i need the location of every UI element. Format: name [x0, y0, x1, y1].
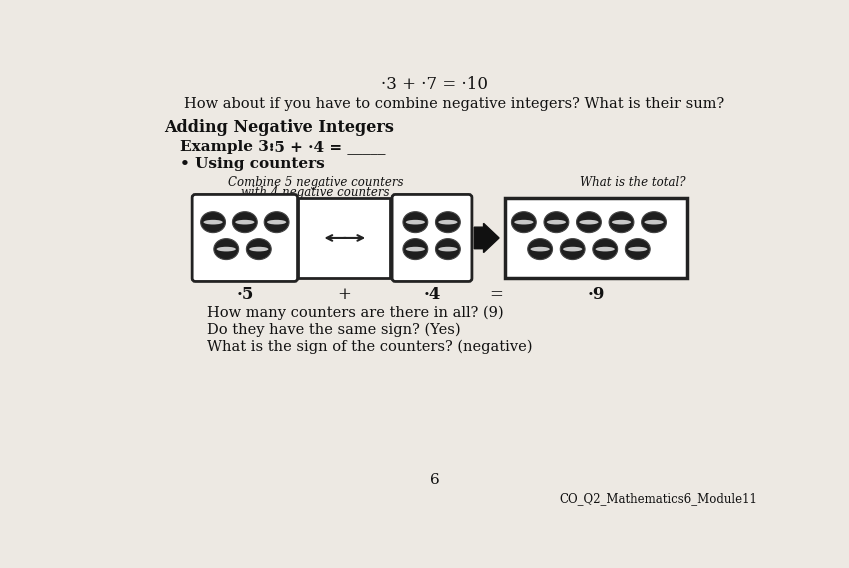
- Bar: [298, 198, 390, 278]
- Ellipse shape: [626, 239, 650, 260]
- Ellipse shape: [403, 212, 428, 233]
- Ellipse shape: [406, 220, 425, 224]
- Text: How many counters are there in all? (9): How many counters are there in all? (9): [207, 306, 503, 320]
- Text: ·4: ·4: [424, 286, 441, 303]
- Text: +: +: [337, 286, 351, 303]
- Ellipse shape: [214, 239, 239, 260]
- Ellipse shape: [596, 247, 615, 252]
- FancyBboxPatch shape: [392, 194, 472, 282]
- Text: Do they have the same sign? (Yes): Do they have the same sign? (Yes): [207, 322, 460, 337]
- Ellipse shape: [560, 239, 585, 260]
- Ellipse shape: [235, 220, 255, 224]
- Ellipse shape: [528, 239, 553, 260]
- Ellipse shape: [547, 220, 566, 224]
- Text: ·5 + ·4 = _____: ·5 + ·4 = _____: [269, 140, 385, 154]
- Ellipse shape: [544, 212, 569, 233]
- Ellipse shape: [200, 212, 226, 233]
- Ellipse shape: [612, 220, 631, 224]
- Ellipse shape: [216, 247, 236, 252]
- FancyArrow shape: [475, 223, 499, 253]
- Ellipse shape: [514, 220, 533, 224]
- Ellipse shape: [642, 212, 666, 233]
- Text: Adding Negative Integers: Adding Negative Integers: [164, 119, 394, 136]
- Ellipse shape: [563, 247, 582, 252]
- Text: What is the total?: What is the total?: [581, 176, 686, 189]
- Text: with 4 negative counters: with 4 negative counters: [241, 186, 390, 199]
- Ellipse shape: [511, 212, 537, 233]
- Ellipse shape: [204, 220, 222, 224]
- Ellipse shape: [644, 220, 664, 224]
- Ellipse shape: [267, 220, 286, 224]
- Ellipse shape: [628, 247, 648, 252]
- Text: 6: 6: [430, 473, 440, 487]
- Ellipse shape: [609, 212, 634, 233]
- Text: What is the sign of the counters? (negative): What is the sign of the counters? (negat…: [207, 339, 532, 354]
- Text: How about if you have to combine negative integers? What is their sum?: How about if you have to combine negativ…: [183, 98, 724, 111]
- Text: CO_Q2_Mathematics6_Module11: CO_Q2_Mathematics6_Module11: [559, 492, 757, 504]
- Text: ·9: ·9: [588, 286, 605, 303]
- Text: ·3 + ·7 = ·10: ·3 + ·7 = ·10: [381, 76, 488, 93]
- Bar: [505, 198, 688, 278]
- Ellipse shape: [406, 247, 425, 252]
- Text: =: =: [489, 286, 503, 303]
- Ellipse shape: [593, 239, 617, 260]
- Ellipse shape: [531, 247, 550, 252]
- Ellipse shape: [438, 247, 458, 252]
- Ellipse shape: [436, 239, 460, 260]
- Ellipse shape: [438, 220, 458, 224]
- Ellipse shape: [576, 212, 601, 233]
- Text: Combine 5 negative counters: Combine 5 negative counters: [228, 176, 403, 189]
- Ellipse shape: [403, 239, 428, 260]
- Text: Example 3:: Example 3:: [180, 140, 274, 154]
- FancyBboxPatch shape: [192, 194, 297, 282]
- Ellipse shape: [579, 220, 599, 224]
- Ellipse shape: [233, 212, 257, 233]
- Ellipse shape: [250, 247, 268, 252]
- Ellipse shape: [264, 212, 289, 233]
- Ellipse shape: [246, 239, 271, 260]
- Text: • Using counters: • Using counters: [180, 157, 324, 172]
- Text: ·5: ·5: [236, 286, 254, 303]
- Ellipse shape: [436, 212, 460, 233]
